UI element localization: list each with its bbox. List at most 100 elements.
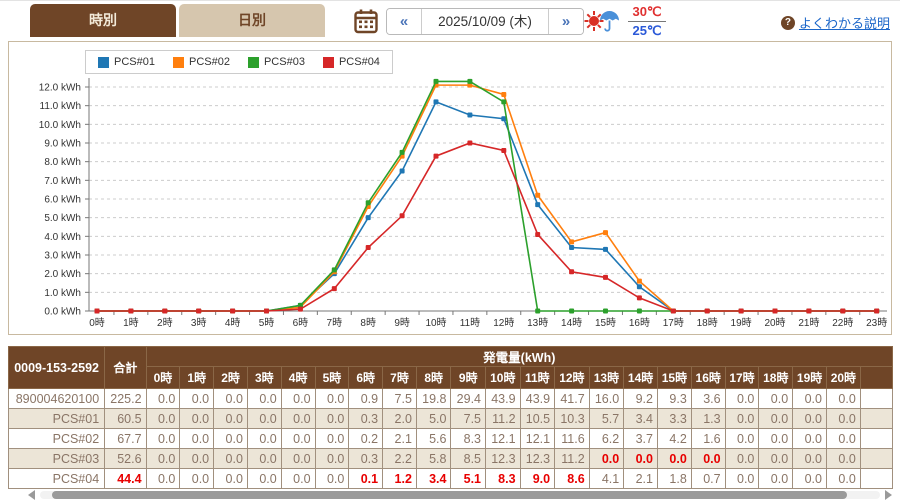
table-cell: 11.2 bbox=[554, 448, 590, 469]
svg-text:23時: 23時 bbox=[866, 317, 887, 329]
hour-column-header: 15時 bbox=[657, 366, 692, 389]
prev-day-button[interactable]: « bbox=[387, 9, 422, 34]
hour-column-header: 1時 bbox=[179, 366, 215, 389]
chart-panel: 0.0 kWh 1.0 kWh 2.0 kWh 3.0 kWh 4.0 kWh 5.0 k… bbox=[8, 41, 892, 335]
table-cell: 5.7 bbox=[588, 408, 625, 429]
date-navigator: « 2025/10/09 (木) » bbox=[386, 8, 584, 35]
table-cell: 0.0 bbox=[179, 448, 215, 469]
calendar-icon[interactable] bbox=[354, 8, 378, 34]
help-link[interactable]: よくわかる説明 bbox=[798, 16, 890, 31]
table-cell: 0.0 bbox=[280, 468, 316, 489]
table-cell: 9.2 bbox=[623, 388, 658, 409]
hour-column-header: 5時 bbox=[314, 366, 350, 389]
row-label: PCS#02 bbox=[8, 428, 106, 449]
svg-text:11.0 kWh: 11.0 kWh bbox=[40, 101, 82, 112]
table-cell: 0.0 bbox=[213, 388, 248, 409]
hour-column-header: 9時 bbox=[450, 366, 487, 389]
generation-group-header: 発電量(kWh) bbox=[145, 346, 893, 367]
scrollbar-thumb[interactable] bbox=[52, 491, 847, 499]
table-cell: 0.0 bbox=[145, 388, 181, 409]
table-cell: 0.1 bbox=[348, 468, 384, 489]
clipped-cell bbox=[859, 428, 893, 449]
svg-text:9時: 9時 bbox=[394, 317, 410, 329]
table-cell: 0.0 bbox=[690, 448, 726, 469]
hour-column-header: 12時 bbox=[554, 366, 590, 389]
table-cell: 0.0 bbox=[280, 448, 316, 469]
table-cell: 9.0 bbox=[519, 468, 556, 489]
table-cell: 0.0 bbox=[179, 428, 215, 449]
scroll-right-arrow[interactable] bbox=[885, 490, 892, 500]
svg-text:16時: 16時 bbox=[629, 317, 650, 329]
help-link-group[interactable]: ? よくわかる説明 bbox=[780, 13, 890, 32]
table-cell: 3.7 bbox=[623, 428, 658, 449]
svg-text:19時: 19時 bbox=[731, 317, 752, 329]
table-cell: 2.0 bbox=[382, 408, 417, 429]
table-cell: 1.8 bbox=[657, 468, 692, 489]
clipped-cell bbox=[859, 448, 893, 469]
svg-text:20時: 20時 bbox=[764, 317, 785, 329]
table-cell: 0.0 bbox=[825, 408, 861, 429]
table-cell: 0.2 bbox=[348, 428, 384, 449]
table-cell: 0.7 bbox=[690, 468, 726, 489]
table-cell: 0.0 bbox=[280, 428, 316, 449]
row-label: PCS#04 bbox=[8, 468, 106, 489]
scroll-left-arrow[interactable] bbox=[28, 490, 35, 500]
table-row: 890004620100 225.2 0.0 0.0 0.0 0.0 0.0 0.0 0.9 7.… bbox=[8, 388, 893, 409]
table-cell: 0.0 bbox=[213, 468, 248, 489]
table-cell: 0.0 bbox=[825, 468, 861, 489]
table-cell: 0.0 bbox=[314, 468, 350, 489]
table-cell: 0.0 bbox=[758, 388, 794, 409]
svg-text:7時: 7時 bbox=[327, 317, 343, 329]
legend-swatch-icon bbox=[98, 56, 109, 68]
table-cell: 0.0 bbox=[758, 468, 794, 489]
table-cell: 3.6 bbox=[690, 388, 726, 409]
tab-hourly[interactable]: 時別 bbox=[30, 4, 176, 37]
table-cell: 0.0 bbox=[724, 448, 760, 469]
table-cell: 0.0 bbox=[792, 408, 827, 429]
row-total: 44.4 bbox=[104, 468, 147, 489]
table-cell: 0.0 bbox=[825, 448, 861, 469]
svg-text:0.0 kWh: 0.0 kWh bbox=[44, 307, 81, 318]
legend-item: PCS#03 bbox=[247, 56, 305, 68]
svg-text:22時: 22時 bbox=[832, 317, 853, 329]
svg-text:14時: 14時 bbox=[561, 317, 582, 329]
svg-text:4.0 kWh: 4.0 kWh bbox=[44, 232, 81, 243]
table-cell: 0.0 bbox=[724, 388, 760, 409]
legend-swatch-icon bbox=[322, 56, 334, 68]
svg-text:6.0 kWh: 6.0 kWh bbox=[44, 195, 81, 206]
sun-rain-icon bbox=[584, 7, 622, 35]
table-cell: 10.5 bbox=[519, 408, 556, 429]
table-cell: 0.0 bbox=[825, 428, 861, 449]
hour-column-header: 11時 bbox=[519, 366, 556, 389]
table-cell: 12.3 bbox=[519, 448, 556, 469]
table-cell: 0.3 bbox=[348, 408, 384, 429]
tab-daily[interactable]: 日別 bbox=[179, 4, 325, 37]
table-container: 0009-153-2592 合計 発電量(kWh) 0時 1時 2時 3時 4時 5時 6時 7時 8… bbox=[8, 346, 893, 490]
date-display[interactable]: 2025/10/09 (木) bbox=[438, 14, 532, 29]
hour-column-header: 19時 bbox=[792, 366, 827, 389]
svg-text:8.0 kWh: 8.0 kWh bbox=[44, 157, 81, 168]
table-cell: 0.0 bbox=[792, 428, 827, 449]
legend-label: PCS#01 bbox=[114, 56, 155, 68]
next-day-button[interactable]: » bbox=[548, 9, 583, 34]
clipped-cell bbox=[859, 408, 893, 429]
svg-text:6時: 6時 bbox=[293, 317, 309, 329]
legend-label: PCS#02 bbox=[188, 56, 230, 68]
horizontal-scrollbar[interactable] bbox=[8, 490, 892, 500]
table-cell: 7.5 bbox=[382, 388, 417, 409]
table-cell: 16.0 bbox=[588, 388, 625, 409]
svg-text:4時: 4時 bbox=[225, 317, 241, 329]
svg-text:5.0 kWh: 5.0 kWh bbox=[44, 213, 81, 224]
table-cell: 8.3 bbox=[450, 428, 487, 449]
table-cell: 4.1 bbox=[588, 468, 625, 489]
legend-swatch-icon bbox=[247, 56, 259, 68]
svg-text:21時: 21時 bbox=[798, 317, 819, 329]
table-cell: 0.0 bbox=[280, 408, 316, 429]
table-cell: 6.2 bbox=[588, 428, 625, 449]
hour-column-header: 16時 bbox=[690, 366, 726, 389]
high-temp: 30℃ bbox=[628, 4, 666, 22]
svg-text:12時: 12時 bbox=[493, 317, 514, 329]
table-cell: 0.0 bbox=[724, 468, 760, 489]
scrollbar-track[interactable] bbox=[40, 491, 880, 499]
svg-text:1時: 1時 bbox=[123, 317, 139, 329]
